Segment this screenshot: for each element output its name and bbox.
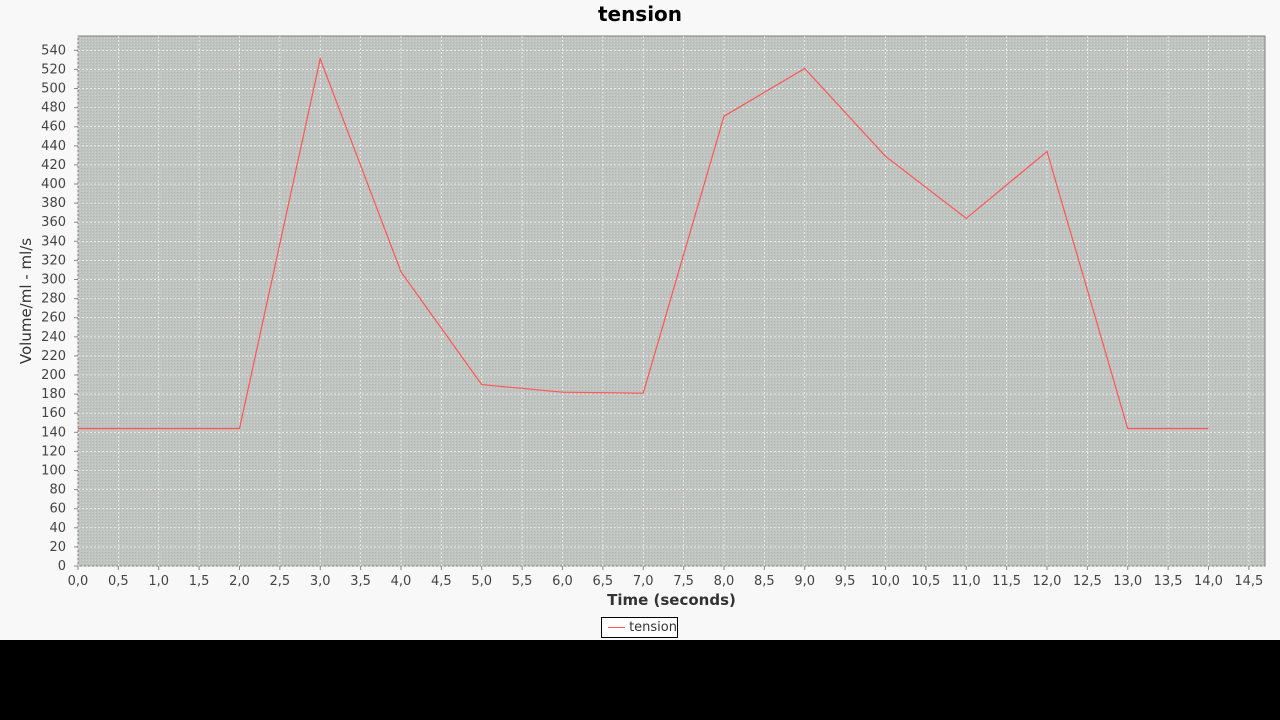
grid-lines — [77, 36, 1265, 567]
x-axis-label: Time (seconds) — [607, 591, 736, 609]
x-tick-label: 12,0 — [1033, 574, 1062, 589]
x-tick-label: 13,5 — [1154, 574, 1183, 589]
x-tick-label: 14,5 — [1234, 574, 1263, 589]
x-tick-label: 6,5 — [593, 574, 614, 589]
y-tick-label: 20 — [49, 540, 66, 555]
x-tick-label: 11,0 — [952, 574, 981, 589]
y-tick-label: 100 — [41, 464, 66, 479]
chart-canvas: 0 20 40 60 80 100 120 140 160 180 200 220 240 260 280 3… — [17, 35, 1266, 609]
chart-title: tension — [597, 2, 683, 26]
chart-panel: tension 0 20 40 60 80 100 120 140 160 180 200 220 24… — [0, 0, 1280, 640]
y-tick-label: 280 — [41, 292, 66, 307]
x-tick-label: 12,5 — [1073, 574, 1102, 589]
y-tick-label: 120 — [41, 444, 66, 459]
y-tick-label: 400 — [41, 177, 66, 192]
series-layer — [78, 56, 1209, 430]
x-tick-label: 7,0 — [633, 574, 654, 589]
y-tick-label: 440 — [41, 139, 66, 154]
x-tick-label: 9,0 — [794, 574, 815, 589]
y-tick-label: 240 — [41, 330, 66, 345]
y-tick-label: 480 — [41, 101, 66, 116]
x-tick-label: 5,5 — [512, 574, 533, 589]
y-tick-label: 340 — [41, 234, 66, 249]
x-tick-label: 4,5 — [431, 574, 452, 589]
y-tick-label: 420 — [41, 158, 66, 173]
y-tick-label: 260 — [41, 311, 66, 326]
x-tick-label: 8,0 — [714, 574, 735, 589]
x-tick-label: 13,0 — [1113, 574, 1142, 589]
legend-swatch — [608, 627, 626, 628]
x-tick-label: 1,0 — [148, 574, 169, 589]
y-tick-label: 380 — [41, 196, 66, 211]
x-tick-label: 8,5 — [754, 574, 775, 589]
y-axis-label: Volume/ml - ml/s — [17, 238, 35, 364]
x-tick-label: 11,5 — [992, 574, 1021, 589]
y-tick-label: 160 — [41, 406, 66, 421]
x-tick-label: 7,5 — [673, 574, 694, 589]
series-line-tension — [78, 56, 1209, 430]
x-tick-label: 6,0 — [552, 574, 573, 589]
y-tick-label: 540 — [41, 43, 66, 58]
x-tick-label: 14,0 — [1194, 574, 1223, 589]
x-tick-label: 0,5 — [108, 574, 129, 589]
x-tick-label: 3,5 — [350, 574, 371, 589]
y-tick-label: 40 — [49, 521, 66, 536]
x-tick-label: 2,0 — [229, 574, 250, 589]
y-tick-label: 180 — [41, 387, 66, 402]
y-tick-label: 460 — [41, 120, 66, 135]
x-tick-label: 10,0 — [871, 574, 900, 589]
x-tick-label: 2,5 — [270, 574, 291, 589]
black-bar — [0, 640, 1280, 720]
x-tick-label: 1,5 — [189, 574, 210, 589]
x-tick-label: 5,0 — [471, 574, 492, 589]
x-tick-label: 3,0 — [310, 574, 331, 589]
y-tick-label: 60 — [49, 502, 66, 517]
legend-label: tension — [629, 620, 677, 635]
y-tick-label: 140 — [41, 425, 66, 440]
y-tick-label: 300 — [41, 273, 66, 288]
x-tick-label: 9,5 — [835, 574, 856, 589]
x-tick-label: 0,0 — [68, 574, 89, 589]
y-tick-label: 320 — [41, 253, 66, 268]
y-tick-label: 220 — [41, 349, 66, 364]
y-tick-label: 520 — [41, 62, 66, 77]
plot-area — [77, 35, 1266, 567]
y-tick-label: 500 — [41, 82, 66, 97]
x-tick-label: 4,0 — [391, 574, 412, 589]
y-tick-label: 0 — [58, 559, 66, 574]
y-tick-label: 360 — [41, 215, 66, 230]
x-tick-label: 10,5 — [911, 574, 940, 589]
axes: 0 20 40 60 80 100 120 140 160 180 200 220 240 260 280 3… — [41, 43, 1263, 589]
legend: tension — [601, 617, 678, 638]
y-tick-label: 80 — [49, 483, 66, 498]
y-tick-label: 200 — [41, 368, 66, 383]
